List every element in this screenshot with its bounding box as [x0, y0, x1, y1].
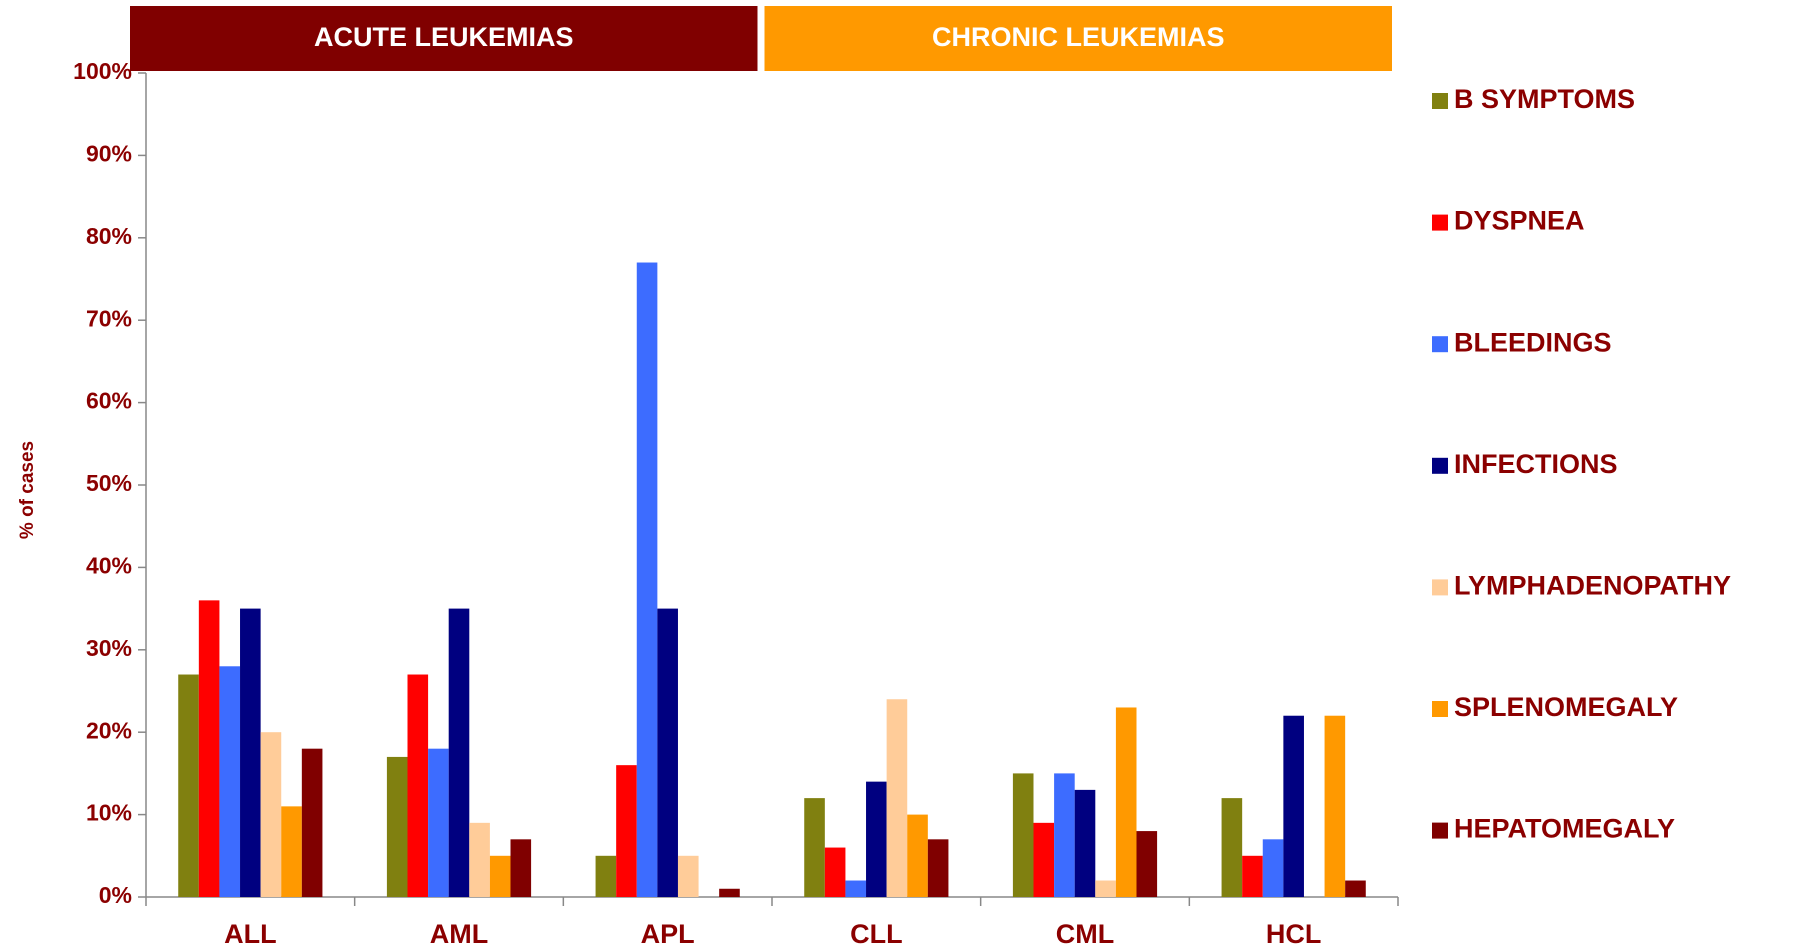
x-tick-label: AML [430, 919, 488, 949]
y-tick-label: 90% [86, 140, 132, 166]
x-tick-label: HCL [1266, 919, 1322, 949]
y-tick-label: 0% [99, 882, 132, 908]
bar [595, 855, 617, 897]
y-tick-label: 10% [86, 800, 132, 826]
legend-swatch [1432, 822, 1448, 839]
bar [489, 855, 511, 897]
bar [281, 806, 302, 897]
bar [845, 880, 867, 897]
bar [1283, 715, 1304, 897]
bar [927, 839, 949, 897]
bar [657, 608, 678, 897]
legend-label: BLEEDINGS [1454, 327, 1612, 357]
bar [616, 765, 637, 897]
bar [804, 798, 825, 897]
bar [886, 699, 908, 897]
bar [178, 674, 199, 897]
bar [1012, 773, 1034, 897]
y-tick-label: 20% [86, 717, 132, 743]
legend-swatch [1432, 457, 1448, 474]
bar [407, 674, 429, 897]
legend-swatch [1432, 701, 1448, 717]
bar [1221, 798, 1243, 897]
y-tick-label: 100% [73, 58, 132, 84]
bar [1033, 822, 1055, 897]
y-tick-label: 60% [86, 388, 132, 414]
bar [240, 608, 261, 897]
y-tick-label: 40% [86, 552, 132, 578]
legend-swatch [1432, 336, 1448, 353]
header-label: CHRONIC LEUKEMIAS [932, 22, 1225, 52]
legend-label: DYSPNEA [1454, 206, 1585, 236]
bar [866, 781, 887, 897]
bar [824, 847, 846, 897]
bar [1136, 831, 1158, 897]
bar [469, 822, 490, 897]
y-tick-label: 80% [86, 223, 132, 249]
bar [301, 748, 323, 897]
bar [719, 888, 740, 897]
legend-label: B SYMPTOMS [1454, 84, 1635, 114]
bar [386, 756, 408, 897]
y-tick-label: 30% [86, 635, 132, 661]
bar [636, 262, 658, 897]
bar [260, 732, 282, 897]
y-tick-label: 70% [86, 305, 132, 331]
bar [510, 839, 532, 897]
legend-label: LYMPHADENOPATHY [1454, 571, 1731, 601]
bar [428, 748, 449, 897]
header-box [764, 6, 1392, 71]
bar [1074, 789, 1096, 897]
header-box [130, 6, 758, 71]
legend-swatch [1432, 93, 1448, 109]
bar [907, 814, 928, 897]
bar [1324, 715, 1346, 897]
x-tick-label: APL [641, 919, 695, 949]
y-axis-label: % of cases [17, 441, 38, 539]
bar [1262, 839, 1284, 897]
bar [1115, 707, 1137, 897]
bar [198, 600, 220, 897]
legend-swatch [1432, 214, 1448, 231]
legend-label: INFECTIONS [1454, 449, 1618, 479]
legend-swatch [1432, 579, 1448, 596]
y-tick-label: 50% [86, 470, 132, 496]
x-tick-label: CML [1056, 919, 1114, 949]
bar [219, 666, 241, 897]
legend-label: SPLENOMEGALY [1454, 692, 1678, 722]
legend-label: HEPATOMEGALY [1454, 814, 1675, 844]
bar [677, 855, 699, 897]
bar [1054, 773, 1075, 897]
bar [1345, 880, 1366, 897]
bar [1242, 855, 1263, 897]
bar [448, 608, 470, 897]
x-tick-label: ALL [224, 919, 276, 949]
x-tick-label: CLL [850, 919, 902, 949]
bar [1095, 880, 1116, 897]
header-label: ACUTE LEUKEMIAS [314, 22, 574, 52]
